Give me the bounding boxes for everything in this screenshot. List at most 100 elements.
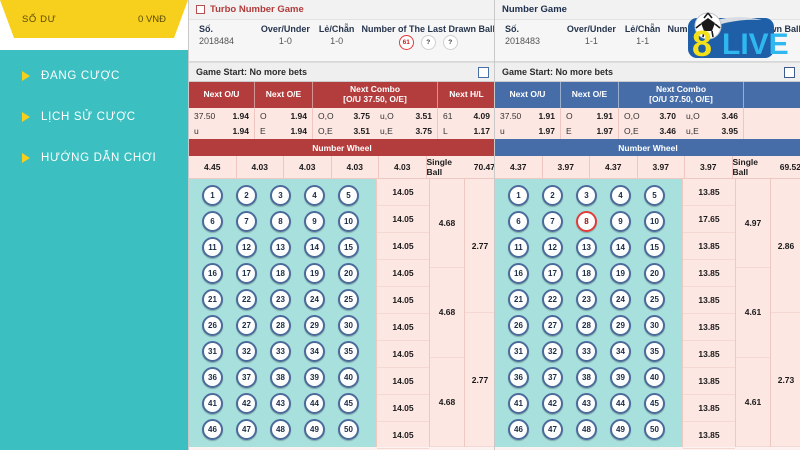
number-ball[interactable]: 30: [338, 314, 359, 336]
wheel-odd[interactable]: 4.03: [332, 156, 379, 178]
number-ball[interactable]: 1: [202, 184, 223, 206]
number-ball[interactable]: 1: [508, 184, 529, 206]
number-ball[interactable]: 26: [202, 314, 223, 336]
number-ball[interactable]: 5: [338, 184, 359, 206]
number-ball[interactable]: 15: [338, 236, 359, 258]
sidebar-item-lich-su-cuoc[interactable]: LỊCH SỬ CƯỢC: [0, 103, 188, 131]
wheel-odd[interactable]: 4.03: [379, 156, 427, 178]
number-ball[interactable]: 35: [338, 340, 359, 362]
wheel-odd[interactable]: 4.37: [590, 156, 638, 178]
number-ball[interactable]: 13: [270, 236, 291, 258]
row-odd-cell[interactable]: 13.85: [683, 422, 735, 449]
big-group-odd-cell[interactable]: 2.77: [465, 313, 495, 447]
group-odd-cell[interactable]: 4.61: [736, 358, 770, 447]
number-ball[interactable]: 21: [202, 288, 223, 310]
row-odd-cell[interactable]: 14.05: [377, 233, 429, 260]
group-odd-cell[interactable]: 4.68: [430, 358, 464, 447]
wheel-odd[interactable]: 4.03: [284, 156, 332, 178]
number-ball[interactable]: 48: [576, 418, 597, 440]
wheel-odd[interactable]: 3.97: [543, 156, 590, 178]
number-ball[interactable]: 17: [542, 262, 563, 284]
number-ball[interactable]: 19: [304, 262, 325, 284]
number-ball[interactable]: 34: [610, 340, 631, 362]
number-ball[interactable]: 27: [542, 314, 563, 336]
number-ball[interactable]: 22: [236, 288, 257, 310]
big-group-odd-cell[interactable]: 2.86: [771, 179, 800, 313]
row-odd-cell[interactable]: 14.05: [377, 287, 429, 314]
number-ball[interactable]: 4: [610, 184, 631, 206]
group-odd-cell[interactable]: 4.68: [430, 268, 464, 358]
number-ball[interactable]: 47: [542, 418, 563, 440]
row-odd-cell[interactable]: 14.05: [377, 395, 429, 422]
group-odd-cell[interactable]: 4.97: [736, 179, 770, 269]
checkbox-icon[interactable]: [196, 5, 205, 14]
number-ball[interactable]: 30: [644, 314, 665, 336]
number-ball[interactable]: 41: [508, 392, 529, 414]
next-hl-cell[interactable]: [744, 108, 800, 139]
number-ball[interactable]: 11: [202, 236, 223, 258]
wheel-odd[interactable]: 3.97: [685, 156, 733, 178]
number-ball[interactable]: 12: [236, 236, 257, 258]
sidebar-item-huong-dan-choi[interactable]: HƯỚNG DẪN CHƠI: [0, 144, 188, 172]
number-ball[interactable]: 11: [508, 236, 529, 258]
number-ball[interactable]: 25: [644, 288, 665, 310]
row-odd-cell[interactable]: 14.05: [377, 314, 429, 341]
wheel-odd[interactable]: 3.97: [638, 156, 685, 178]
row-odd-cell[interactable]: 13.85: [683, 287, 735, 314]
number-ball[interactable]: 6: [508, 210, 529, 232]
row-odd-cell[interactable]: 13.85: [683, 233, 735, 260]
maximize-icon[interactable]: [478, 66, 489, 78]
number-ball[interactable]: 2: [236, 184, 257, 206]
row-odd-cell[interactable]: 14.05: [377, 260, 429, 287]
number-ball[interactable]: 46: [202, 418, 223, 440]
big-group-odd-cell[interactable]: 2.73: [771, 313, 800, 447]
next-combo-cell[interactable]: O,O 3.75 O,E 3.51 u,O 3.51 u,E 3.75: [313, 108, 438, 139]
number-ball[interactable]: 43: [576, 392, 597, 414]
row-odd-cell[interactable]: 17.65: [683, 206, 735, 233]
row-odd-cell[interactable]: 14.05: [377, 368, 429, 395]
number-ball[interactable]: 14: [304, 236, 325, 258]
number-ball[interactable]: 50: [338, 418, 359, 440]
number-ball[interactable]: 7: [542, 210, 563, 232]
number-ball[interactable]: 28: [270, 314, 291, 336]
next-combo-cell[interactable]: O,O 3.70 O,E 3.46 u,O 3.46 u,E 3.95: [619, 108, 744, 139]
number-ball[interactable]: 27: [236, 314, 257, 336]
number-ball[interactable]: 33: [270, 340, 291, 362]
number-ball[interactable]: 43: [270, 392, 291, 414]
number-ball[interactable]: 45: [644, 392, 665, 414]
next-hl-cell[interactable]: 61 4.09 L 1.17: [438, 108, 495, 139]
next-oe-cell[interactable]: O 1.94 E 1.94: [255, 108, 313, 139]
number-ball[interactable]: 37: [542, 366, 563, 388]
number-ball[interactable]: 24: [610, 288, 631, 310]
number-ball[interactable]: 3: [576, 184, 597, 206]
number-ball[interactable]: 34: [304, 340, 325, 362]
wheel-odd[interactable]: 4.03: [237, 156, 284, 178]
number-ball[interactable]: 31: [202, 340, 223, 362]
number-ball[interactable]: 23: [576, 288, 597, 310]
row-odd-cell[interactable]: 13.85: [683, 395, 735, 422]
number-ball[interactable]: 8: [270, 210, 291, 232]
number-ball[interactable]: 38: [576, 366, 597, 388]
number-ball[interactable]: 23: [270, 288, 291, 310]
number-ball[interactable]: 7: [236, 210, 257, 232]
number-ball[interactable]: 49: [610, 418, 631, 440]
number-ball[interactable]: 9: [304, 210, 325, 232]
number-ball[interactable]: 20: [644, 262, 665, 284]
row-odd-cell[interactable]: 13.85: [683, 341, 735, 368]
number-ball[interactable]: 44: [304, 392, 325, 414]
maximize-icon[interactable]: [784, 66, 795, 78]
number-ball[interactable]: 15: [644, 236, 665, 258]
group-odd-cell[interactable]: 4.61: [736, 268, 770, 358]
number-ball[interactable]: 8: [576, 210, 597, 232]
number-ball[interactable]: 5: [644, 184, 665, 206]
row-odd-cell[interactable]: 13.85: [683, 368, 735, 395]
number-ball[interactable]: 16: [508, 262, 529, 284]
number-ball[interactable]: 20: [338, 262, 359, 284]
number-ball[interactable]: 10: [338, 210, 359, 232]
number-ball[interactable]: 28: [576, 314, 597, 336]
number-ball[interactable]: 2: [542, 184, 563, 206]
number-ball[interactable]: 10: [644, 210, 665, 232]
next-ou-cell[interactable]: 37.50 1.94 u 1.94: [189, 108, 255, 139]
number-ball[interactable]: 48: [270, 418, 291, 440]
number-ball[interactable]: 25: [338, 288, 359, 310]
